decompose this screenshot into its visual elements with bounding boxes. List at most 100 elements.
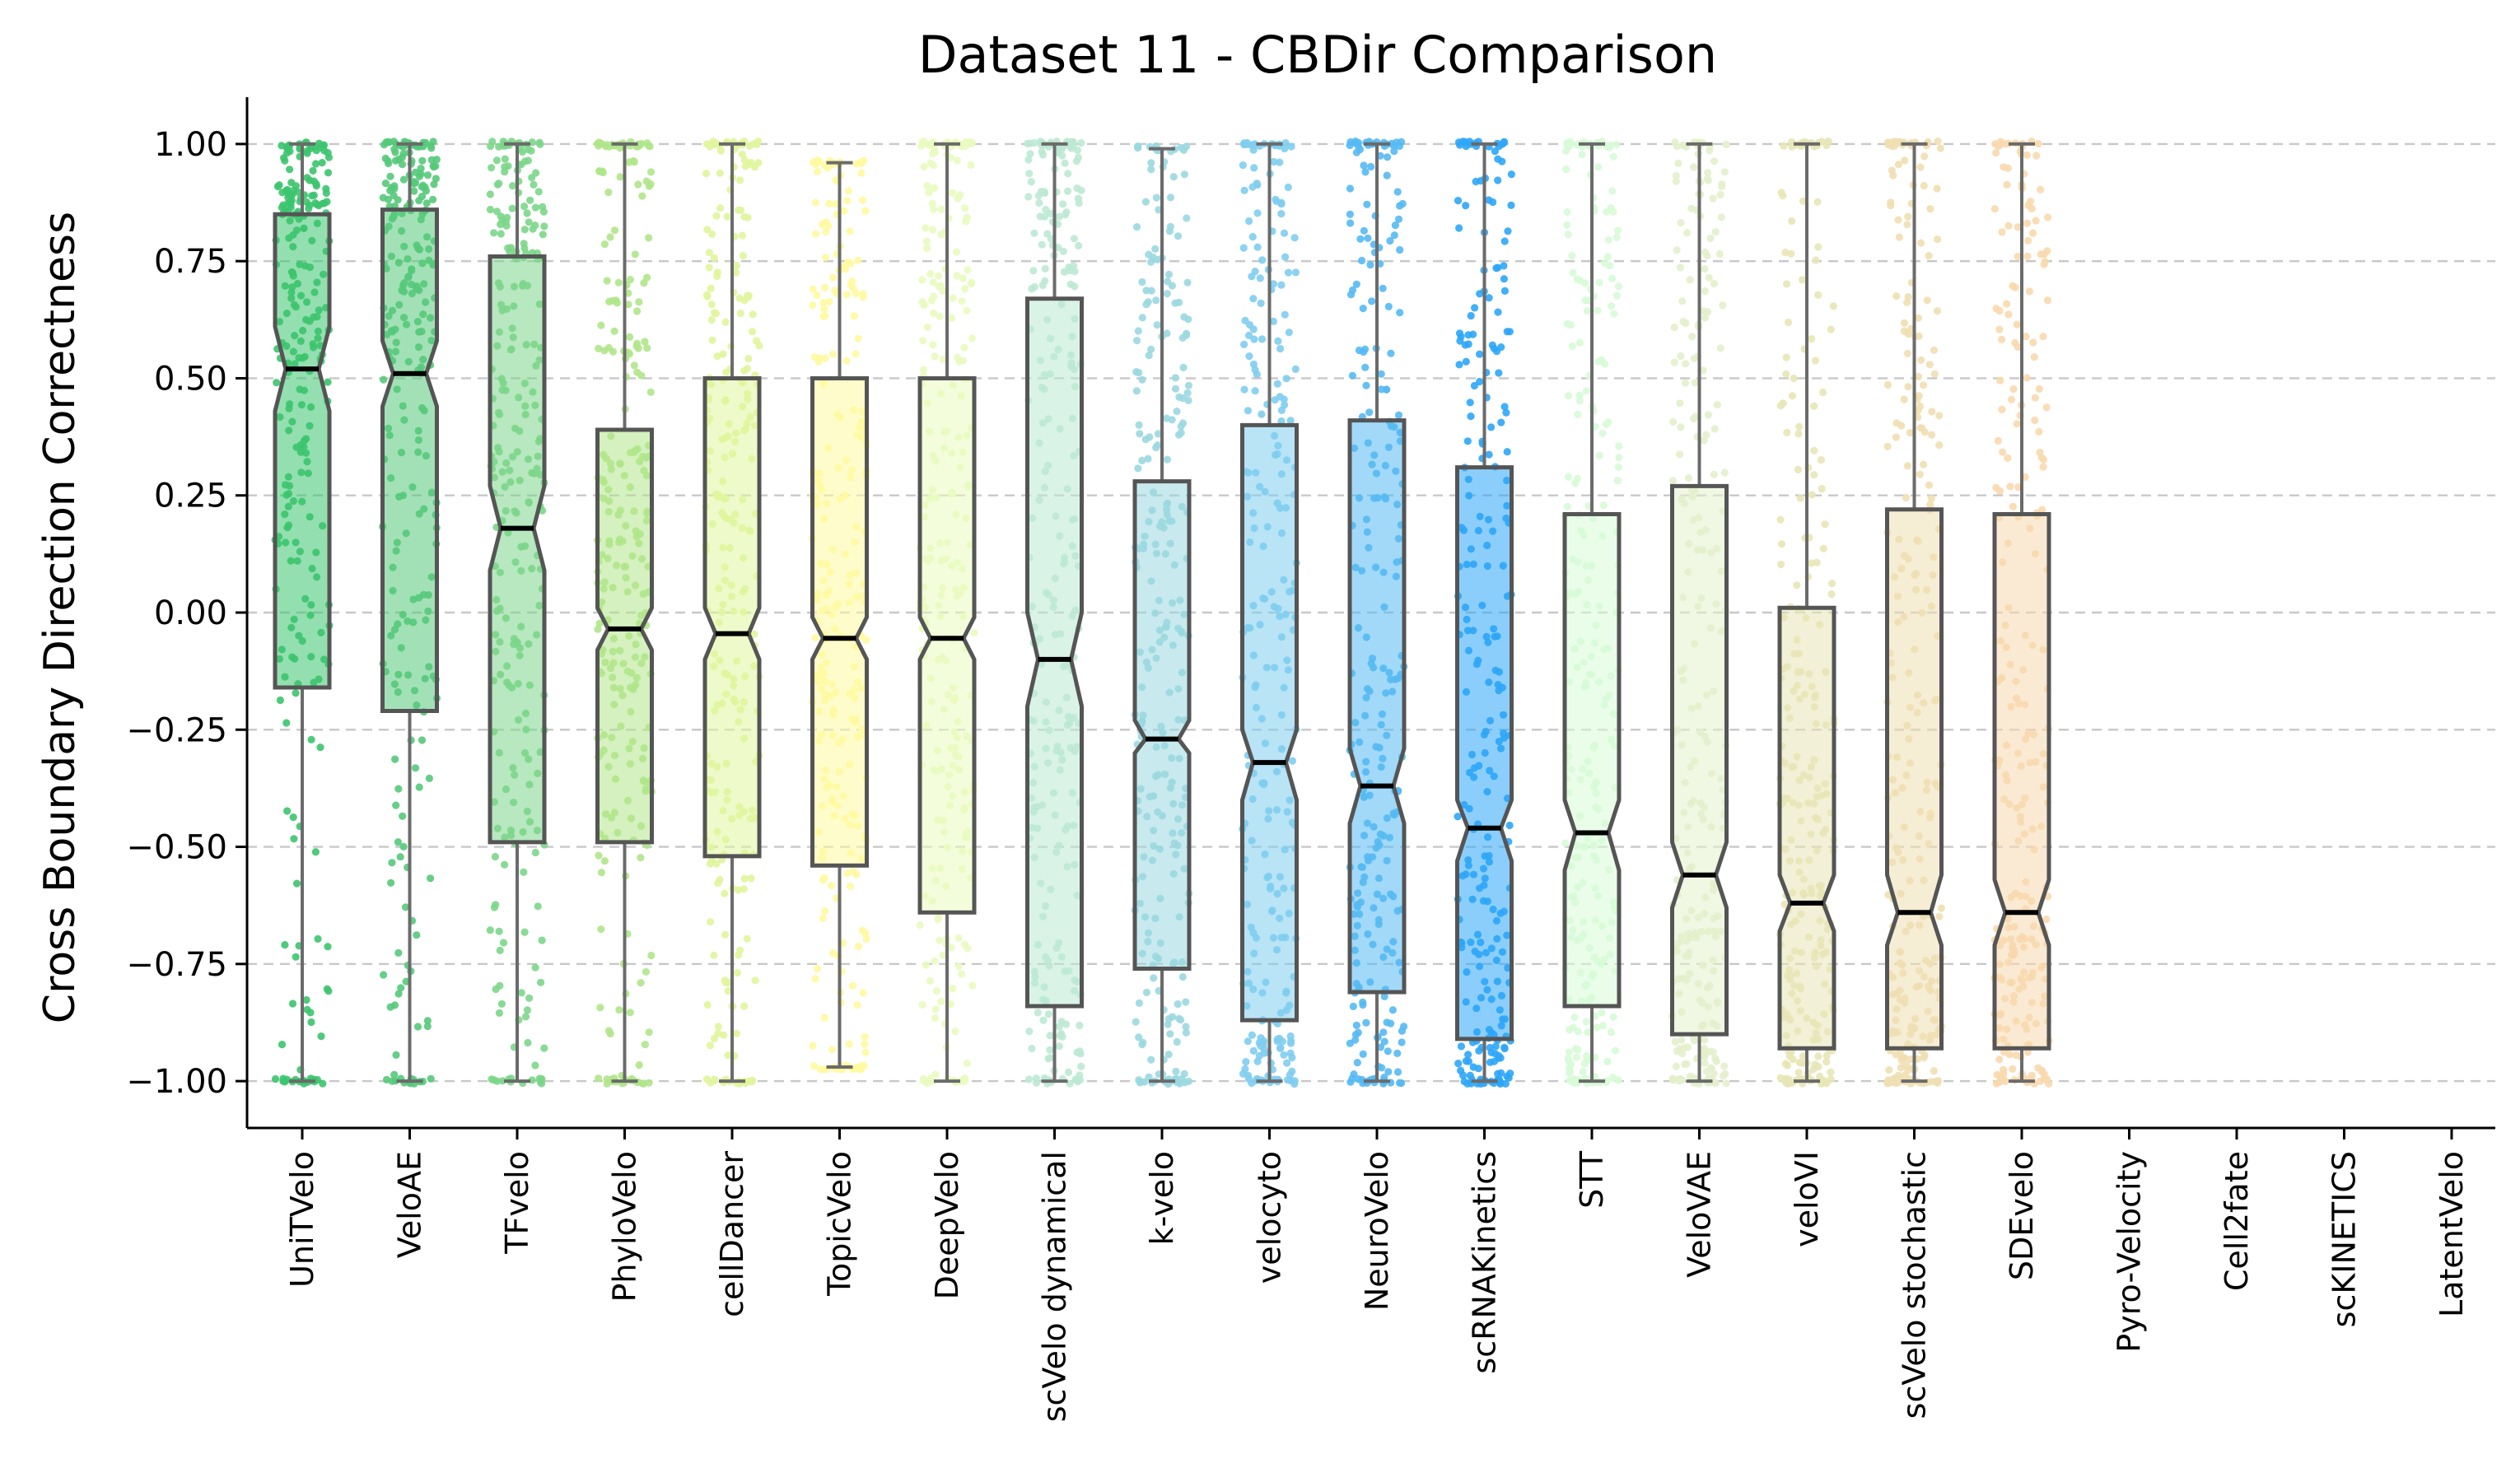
data-point (1497, 418, 1505, 426)
data-point (1582, 387, 1590, 395)
data-point (1897, 1056, 1906, 1065)
data-point (1578, 151, 1586, 159)
data-point (1132, 387, 1141, 395)
data-point (1931, 1078, 1939, 1086)
data-point (380, 141, 389, 149)
data-point (1604, 418, 1612, 426)
data-point (1701, 1036, 1709, 1044)
data-point (949, 985, 957, 993)
data-point (916, 920, 924, 930)
data-point (1904, 383, 1912, 391)
data-point (1024, 1075, 1034, 1084)
data-point (1930, 370, 1939, 378)
data-point (1998, 228, 2006, 236)
data-point (819, 914, 827, 922)
data-point (1178, 972, 1187, 981)
data-point (642, 967, 651, 976)
data-point (1781, 1060, 1790, 1068)
data-point (1595, 278, 1603, 287)
data-point (643, 273, 651, 282)
data-point (862, 934, 870, 944)
data-point (1351, 1036, 1360, 1044)
data-point (968, 138, 976, 147)
data-point (1058, 1032, 1066, 1041)
data-point (936, 282, 945, 290)
data-point (1668, 477, 1678, 485)
data-point (430, 163, 438, 171)
data-point (1359, 1000, 1367, 1009)
data-point (1183, 278, 1192, 287)
data-point (399, 842, 408, 851)
data-point (600, 240, 609, 249)
data-point (281, 941, 289, 949)
x-tick-label: SDEvelo (2004, 1151, 2040, 1280)
data-point (1992, 1079, 2000, 1088)
data-point (967, 161, 975, 170)
data-point (1721, 1070, 1729, 1078)
data-point (2009, 502, 2017, 510)
data-point (520, 928, 529, 936)
data-point (919, 366, 928, 374)
data-point (811, 230, 820, 238)
data-point (1062, 208, 1071, 217)
data-point (1809, 1065, 1818, 1074)
data-point (1916, 163, 1925, 171)
data-point (624, 301, 632, 309)
data-point (1269, 317, 1277, 325)
data-point (1380, 1037, 1388, 1046)
data-point (598, 167, 607, 175)
data-point (1384, 153, 1392, 161)
data-point (1025, 170, 1034, 178)
data-point (1711, 228, 1720, 236)
data-point (1701, 287, 1710, 296)
data-point (639, 1079, 648, 1088)
data-point (707, 284, 715, 292)
data-point (1365, 408, 1374, 417)
data-point (920, 301, 928, 310)
data-point (525, 218, 533, 226)
data-point (1920, 1051, 1929, 1060)
data-point (535, 138, 544, 147)
data-point (1178, 419, 1188, 427)
data-point (1507, 170, 1515, 179)
data-point (743, 365, 752, 373)
data-point (926, 270, 935, 278)
data-point (947, 944, 955, 952)
data-point (1393, 1049, 1402, 1057)
data-point (1284, 268, 1293, 277)
data-point (922, 961, 930, 969)
data-point (970, 629, 978, 637)
data-point (2030, 353, 2038, 361)
data-point (1349, 1002, 1357, 1010)
data-point (1175, 1014, 1183, 1023)
data-point (1384, 302, 1393, 310)
data-point (1250, 335, 1258, 343)
data-point (1934, 235, 1942, 244)
data-point (1611, 1046, 1620, 1055)
data-point (1177, 429, 1185, 437)
data-point (1249, 325, 1258, 333)
data-point (1677, 218, 1685, 227)
data-point (1900, 319, 1908, 327)
data-point (1615, 442, 1623, 450)
data-point (508, 182, 517, 190)
data-point (633, 339, 642, 347)
data-point (1183, 389, 1192, 397)
data-point (1779, 399, 1787, 408)
data-point (2023, 374, 2031, 382)
data-point (1476, 377, 1484, 386)
x-tick-label: NeuroVelo (1359, 1151, 1395, 1311)
data-point (819, 299, 828, 307)
data-point (1562, 165, 1570, 174)
data-point (1142, 287, 1150, 295)
data-point (520, 868, 528, 876)
data-point (292, 953, 300, 961)
data-point (1779, 192, 1787, 200)
data-point (1386, 236, 1394, 245)
data-point (732, 1029, 740, 1037)
data-point (1568, 342, 1576, 351)
data-point (1934, 137, 1942, 146)
data-point (739, 252, 747, 260)
data-point (719, 350, 727, 358)
data-point (1563, 221, 1571, 229)
